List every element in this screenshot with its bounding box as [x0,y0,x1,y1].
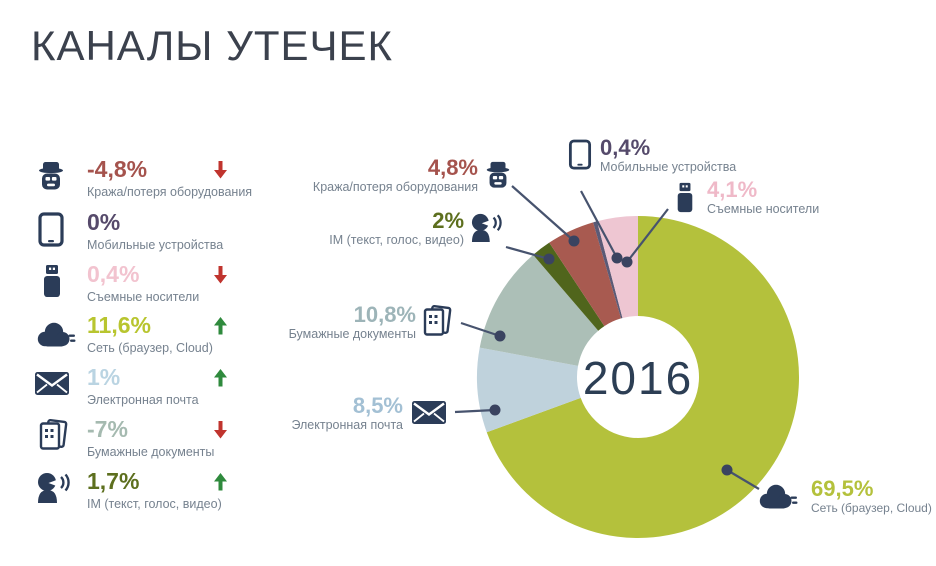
change-value: 0,4% [87,261,140,287]
change-value: -4,8% [87,156,148,182]
person-speaking-icon [469,212,503,247]
leader-dot-theft [568,235,580,247]
slice-value: 4,1% [707,177,758,202]
spy-icon [483,159,513,196]
callout-im: 2% IM (текст, голос, видео) [264,209,464,248]
tablet-icon [35,212,69,250]
slice-value: 8,5% [352,393,403,418]
channel-label: Электронная почта [87,393,199,407]
sidebar-item-network: 11,6% Сеть (браузер, Cloud) [35,314,285,362]
sidebar-item-paper: -7% Бумажные документы [35,418,285,466]
leader-dot-paper [494,330,506,342]
leader-line-paper [460,321,501,338]
callout-mobile: 0,4% Мобильные устройства [600,136,736,175]
channel-label: Съемные носители [87,290,200,304]
slice-label: Сеть (браузер, Cloud) [811,501,932,516]
cloud-icon [757,481,799,516]
chart-center-year: 2016 [582,352,694,404]
change-value: -7% [87,416,128,442]
usb-icon [40,264,74,302]
callout-theft: 4,8% Кража/потеря оборудования [248,156,478,195]
leader-dot-im [543,253,555,265]
slice-label: Электронная почта [291,418,403,433]
leader-dot-network [721,464,733,476]
channel-label: Кража/потеря оборудования [87,185,253,199]
sidebar-item-theft: -4,8% Кража/потеря оборудования [35,158,285,206]
trend-up-icon [214,369,227,387]
channel-label: Бумажные документы [87,445,215,459]
leader-dot-removable [621,256,633,268]
callout-paper: 10,8% Бумажные документы [196,303,416,342]
envelope-icon [410,399,448,429]
slice-label: Съемные носители [707,202,820,217]
slice-mobile [593,221,623,319]
leader-line-mobile [580,190,618,259]
trend-down-icon [214,266,227,284]
slice-value: 10,8% [353,302,416,327]
change-value: 1% [87,364,121,390]
slice-value: 2% [432,208,464,233]
slice-paper [479,254,599,366]
slice-label: IM (текст, голос, видео) [329,233,464,248]
page-title: КАНАЛЫ УТЕЧЕК [31,22,393,69]
callout-email: 8,5% Электронная почта [183,394,403,433]
change-value: 1,7% [87,468,140,494]
callout-removable: 4,1% Съемные носители [707,178,819,217]
spy-icon [35,159,69,197]
leader-line-theft [511,185,575,242]
change-value: 0% [87,209,121,235]
slice-network [486,216,800,538]
leader-dot-email [489,404,501,416]
channel-label: Мобильные устройства [87,238,224,252]
slice-value: 69,5% [811,476,874,501]
documents-icon [38,418,72,457]
slice-label: Кража/потеря оборудования [312,180,478,195]
tablet-icon [566,139,594,176]
slice-value: 4,8% [427,155,478,180]
sidebar-item-im: 1,7% IM (текст, голос, видео) [35,470,285,518]
usb-icon [674,182,696,218]
leader-dot-mobile [611,252,623,264]
leader-line-network [726,469,760,490]
channel-label: Сеть (браузер, Cloud) [87,341,213,355]
slice-email [477,347,581,433]
channel-label: IM (текст, голос, видео) [87,497,222,511]
sidebar-item-removable: 0,4% Съемные носители [35,263,285,311]
cloud-icon [35,319,76,357]
sidebar-item-mobile: 0% Мобильные устройства [35,211,285,259]
leader-line-email [454,408,496,414]
slice-value: 0,4% [600,135,651,160]
sidebar-item-email: 1% Электронная почта [33,364,285,414]
trend-up-icon [214,473,227,491]
change-value: 11,6% [87,312,151,338]
slice-im [533,242,605,331]
trend-down-icon [214,161,227,179]
slice-label: Бумажные документы [288,327,416,342]
slice-label: Мобильные устройства [600,160,737,175]
callout-network: 69,5% Сеть (браузер, Cloud) [811,477,932,515]
envelope-icon [33,370,71,410]
slice-theft [549,222,621,327]
documents-icon [422,304,452,344]
person-speaking-icon [35,471,70,509]
leader-line-im [505,245,550,261]
leader-line-removable [626,208,669,263]
